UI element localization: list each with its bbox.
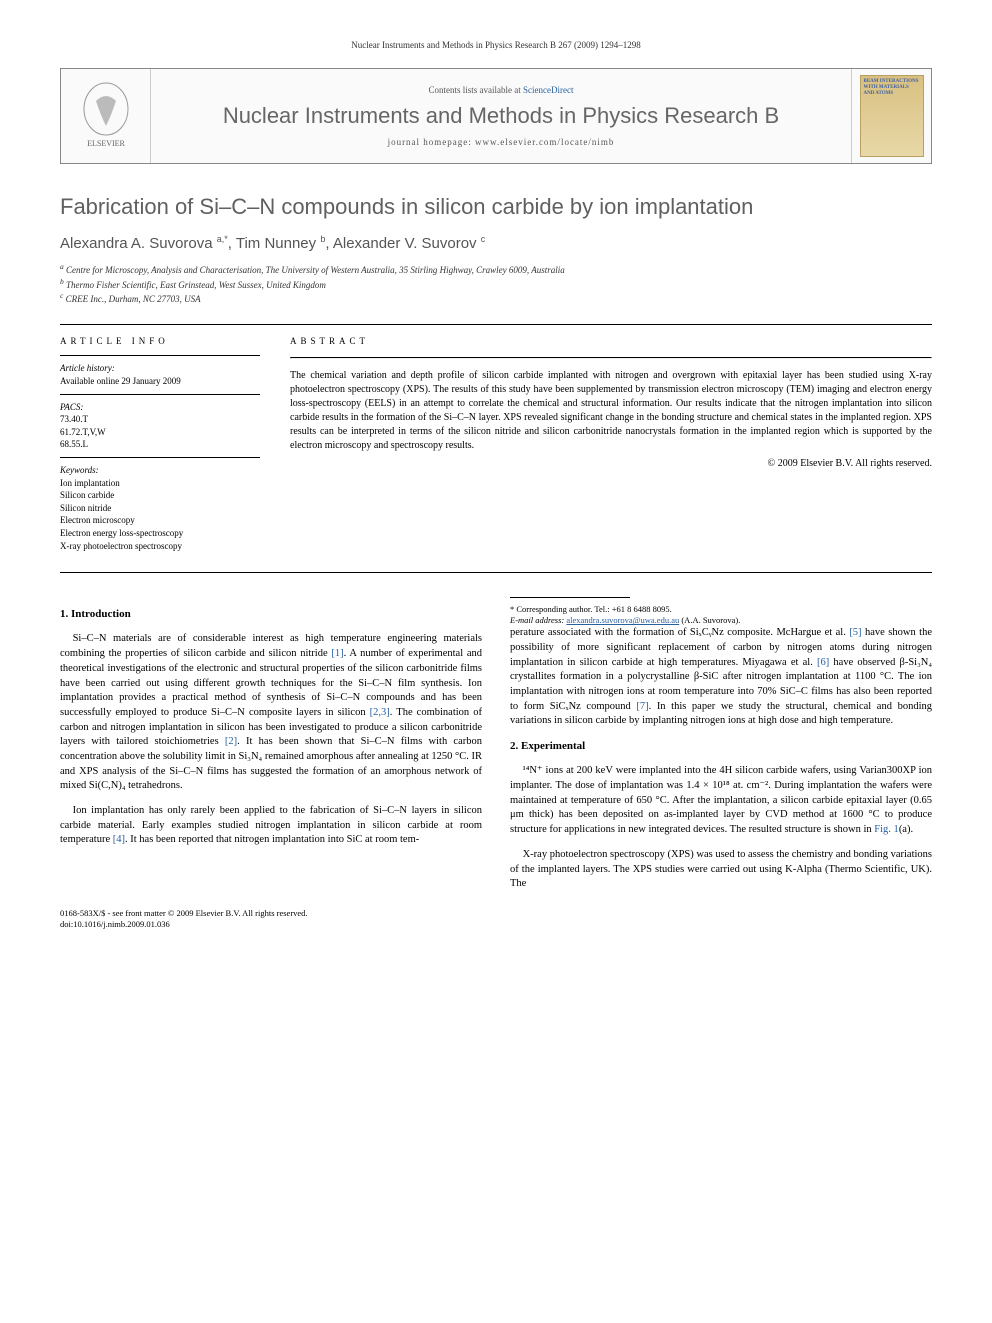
history-text: Available online 29 January 2009 [60, 375, 260, 388]
intro-para-1: Si–C–N materials are of considerable int… [60, 632, 482, 794]
affiliation-list: a Centre for Microscopy, Analysis and Ch… [60, 262, 932, 306]
pacs-label: PACS: [60, 401, 260, 414]
email-line: E-mail address: alexandra.suvorova@uwa.e… [510, 615, 932, 626]
svg-text:ELSEVIER: ELSEVIER [87, 139, 125, 148]
contents-list-line: Contents lists available at ScienceDirec… [429, 85, 574, 95]
article-title: Fabrication of Si–C–N compounds in silic… [60, 194, 932, 220]
email-link[interactable]: alexandra.suvorova@uwa.edu.au [566, 615, 679, 625]
history-label: Article history: [60, 362, 260, 375]
body-columns: 1. Introduction Si–C–N materials are of … [60, 597, 932, 892]
journal-homepage: journal homepage: www.elsevier.com/locat… [388, 137, 615, 147]
keywords-label: Keywords: [60, 464, 260, 477]
doi-line: doi:10.1016/j.nimb.2009.01.036 [60, 919, 932, 930]
article-info-heading: ARTICLE INFO [60, 335, 260, 348]
author-list: Alexandra A. Suvorova a,*, Tim Nunney b,… [60, 234, 932, 252]
keywords-list: Ion implantationSilicon carbideSilicon n… [60, 477, 260, 553]
sciencedirect-link[interactable]: ScienceDirect [523, 85, 573, 95]
abstract-text: The chemical variation and depth profile… [290, 369, 932, 453]
exp-para-1: ¹⁴N⁺ ions at 200 keV were implanted into… [510, 764, 932, 837]
abstract-heading: ABSTRACT [290, 335, 932, 348]
intro-para-2: Ion implantation has only rarely been ap… [60, 804, 482, 848]
rule-bottom [60, 572, 932, 573]
abstract-copyright: © 2009 Elsevier B.V. All rights reserved… [290, 457, 932, 471]
journal-center: Contents lists available at ScienceDirec… [151, 69, 851, 163]
page-footer: 0168-583X/$ - see front matter © 2009 El… [60, 908, 932, 930]
journal-cover-thumb: BEAM INTERACTIONS WITH MATERIALS AND ATO… [851, 69, 931, 163]
abstract-block: ABSTRACT The chemical variation and dept… [290, 335, 932, 552]
footnote-rule [510, 597, 630, 598]
intro-para-3: perature associated with the formation o… [510, 626, 932, 729]
running-header: Nuclear Instruments and Methods in Physi… [60, 40, 932, 50]
elsevier-logo: ELSEVIER [61, 69, 151, 163]
pacs-list: 73.40.T61.72.T,V,W68.55.L [60, 413, 260, 451]
section-exp-heading: 2. Experimental [510, 739, 932, 754]
journal-name: Nuclear Instruments and Methods in Physi… [223, 103, 779, 129]
journal-header-box: ELSEVIER Contents lists available at Sci… [60, 68, 932, 164]
rule-top [60, 324, 932, 325]
front-matter-line: 0168-583X/$ - see front matter © 2009 El… [60, 908, 932, 919]
corresponding-author-footnote: * Corresponding author. Tel.: +61 8 6488… [510, 604, 932, 626]
cover-thumb: BEAM INTERACTIONS WITH MATERIALS AND ATO… [860, 75, 924, 157]
corr-author-line: * Corresponding author. Tel.: +61 8 6488… [510, 604, 932, 615]
section-intro-heading: 1. Introduction [60, 607, 482, 622]
exp-para-2: X-ray photoelectron spectroscopy (XPS) w… [510, 848, 932, 892]
article-info-block: ARTICLE INFO Article history: Available … [60, 335, 260, 552]
